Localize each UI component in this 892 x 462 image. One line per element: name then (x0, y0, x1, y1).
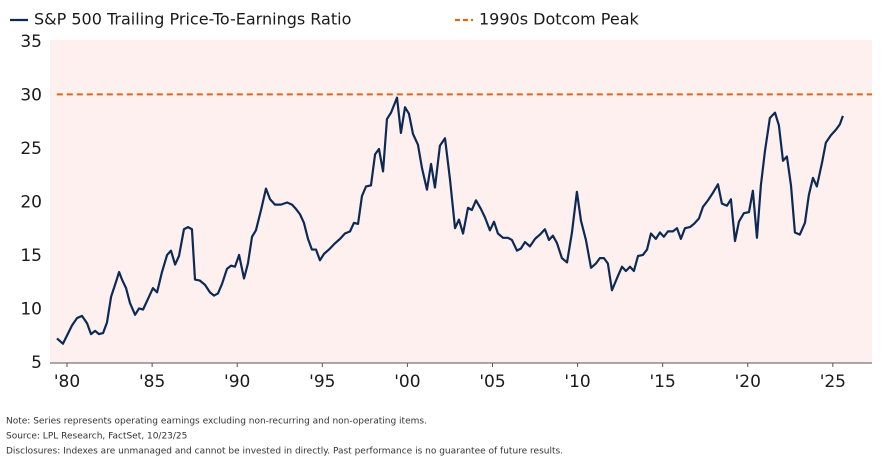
y-tick-label: 10 (20, 300, 42, 320)
legend-label: S&P 500 Trailing Price-To-Earnings Ratio (34, 10, 351, 29)
x-tick-label: '05 (479, 372, 505, 392)
x-tick-label: '85 (139, 372, 165, 392)
footnote: Note: Series represents operating earnin… (6, 417, 427, 427)
y-tick-label: 5 (31, 353, 42, 373)
x-tick-label: '00 (394, 372, 420, 392)
footnote: Disclosures: Indexes are unmanaged and c… (6, 447, 563, 457)
y-tick-label: 15 (20, 246, 42, 266)
y-tick-label: 25 (20, 139, 42, 159)
x-tick-label: '25 (820, 372, 846, 392)
y-tick-label: 35 (20, 32, 42, 52)
x-tick-label: '10 (564, 372, 590, 392)
x-tick-label: '15 (650, 372, 676, 392)
x-tick-label: '20 (735, 372, 761, 392)
plot-background (50, 40, 872, 363)
footnote: Source: LPL Research, FactSet, 10/23/25 (6, 432, 187, 442)
x-tick-label: '80 (54, 372, 80, 392)
data-line (56, 96, 844, 345)
y-tick-label: 20 (20, 193, 42, 213)
y-tick-label: 30 (20, 86, 42, 106)
x-tick-label: '95 (309, 372, 335, 392)
x-tick-label: '90 (224, 372, 250, 392)
legend-label: 1990s Dotcom Peak (479, 10, 640, 29)
